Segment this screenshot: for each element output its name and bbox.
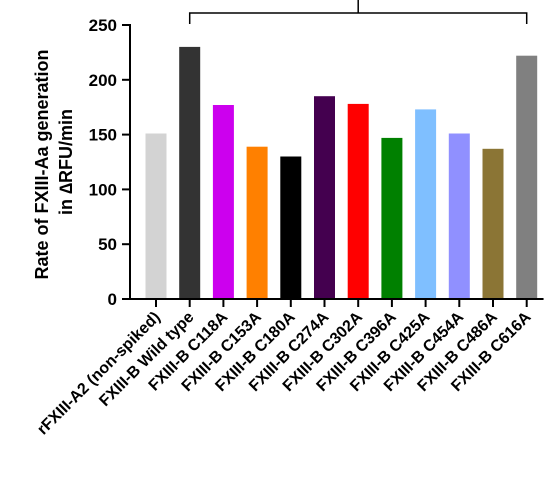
bar-10 <box>448 133 470 299</box>
bar-6 <box>314 96 335 299</box>
bars-group <box>145 46 538 300</box>
y-tick-label: 250 <box>89 16 117 35</box>
y-axis-title-line1: Rate of FXIII-Aa generation <box>32 49 52 279</box>
comparison-bracket <box>188 0 528 24</box>
y-tick-label: 200 <box>89 71 117 90</box>
bar-8 <box>381 137 403 299</box>
bar-12 <box>516 55 538 300</box>
y-axis: 0 50 100 150 200 250 <box>89 16 131 309</box>
bar-11 <box>482 148 504 299</box>
y-axis-title-line2: in ∆RFU/min <box>56 109 76 215</box>
bar-5 <box>280 156 302 299</box>
bar-3 <box>212 105 234 299</box>
y-tick-label: 0 <box>108 290 117 309</box>
y-tick-label: 50 <box>98 235 117 254</box>
bar-9 <box>415 109 437 300</box>
bar-4 <box>246 146 268 299</box>
bar-7 <box>347 103 369 300</box>
bar-1 <box>145 133 167 299</box>
y-axis-title: Rate of FXIII-Aa generation in ∆RFU/min <box>32 44 76 279</box>
bracket-line <box>188 12 528 24</box>
bar-2 <box>179 46 201 300</box>
x-axis: rFXIII-A2 (non-spiked)FXIII-B Wild typeF… <box>34 298 544 438</box>
y-tick-label: 100 <box>89 180 117 199</box>
y-tick-label: 150 <box>89 126 117 145</box>
